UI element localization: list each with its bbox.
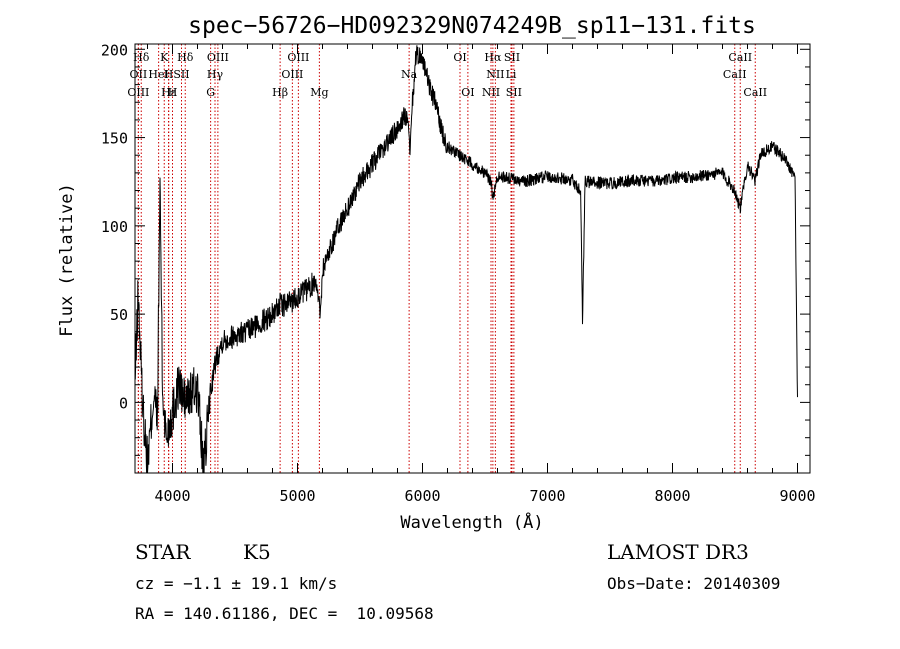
x-axis-label: Wavelength (Å) (400, 511, 543, 533)
spectral-line-markers (137, 44, 756, 473)
line-label-13: Hγ (207, 68, 224, 81)
line-label-24: Mg (310, 86, 328, 99)
line-label-23: Hβ (272, 86, 288, 99)
y-tick-label-1: 50 (110, 306, 128, 324)
line-label-7: SII (504, 51, 520, 64)
line-label-21: H (168, 86, 178, 99)
line-label-2: Hδ (177, 51, 194, 64)
coordinates-readout: RA = 140.61186, DEC = 10.09568 (135, 604, 434, 623)
line-label-6: Hα (484, 51, 502, 64)
x-tick-label-0: 4000 (154, 487, 190, 505)
x-tick-label-4: 8000 (654, 487, 690, 505)
line-label-20: Hε (161, 86, 177, 99)
plot-frame (134, 43, 811, 474)
y-axis-label: Flux (relative) (57, 183, 77, 337)
x-tick-label-1: 5000 (279, 487, 315, 505)
y-tick-label-3: 150 (101, 130, 128, 148)
object-subclass: K5 (243, 540, 271, 564)
x-tick-label-3: 7000 (529, 487, 565, 505)
line-label-22: G (206, 86, 215, 99)
x-tick-label-5: 9000 (779, 487, 815, 505)
line-label-25: OI (461, 86, 474, 99)
line-label-9: OII (130, 68, 148, 81)
line-label-27: SII (506, 86, 522, 99)
line-label-26: NII (482, 86, 500, 99)
line-label-1: K (160, 51, 169, 64)
y-axis: 0 50 100 150 200 (101, 41, 810, 456)
chart-title: spec−56726−HD092329N074249B_sp11−131.fit… (188, 13, 756, 39)
line-label-11: HeI (148, 68, 168, 81)
line-label-0: Hδ (133, 51, 150, 64)
line-label-18: CaII (723, 68, 747, 81)
y-tick-label-4: 200 (101, 41, 128, 59)
line-label-3: OIII (207, 51, 229, 64)
line-label-12: SII (173, 68, 189, 81)
spectrum-line (134, 45, 798, 474)
line-label-15: Na (401, 68, 418, 81)
line-label-17: Li (506, 68, 517, 81)
line-label-10: H (164, 68, 174, 81)
observation-date: Obs−Date: 20140309 (607, 574, 781, 593)
survey-name: LAMOST DR3 (607, 540, 749, 564)
line-label-28: CaII (743, 86, 767, 99)
line-label-8: CaII (728, 51, 752, 64)
redshift-readout: cz = −1.1 ± 19.1 km/s (135, 574, 338, 593)
line-label-19: OIII (127, 86, 149, 99)
object-class: STAR (135, 540, 191, 564)
x-axis: 4000 5000 6000 7000 8000 9000 (147, 44, 816, 505)
line-label-5: OI (453, 51, 466, 64)
line-label-4: OIII (287, 51, 309, 64)
x-tick-label-2: 6000 (404, 487, 440, 505)
y-tick-label-0: 0 (119, 394, 128, 412)
line-label-16: NII (486, 68, 504, 81)
line-label-14: OIII (281, 68, 303, 81)
y-tick-label-2: 100 (101, 218, 128, 236)
